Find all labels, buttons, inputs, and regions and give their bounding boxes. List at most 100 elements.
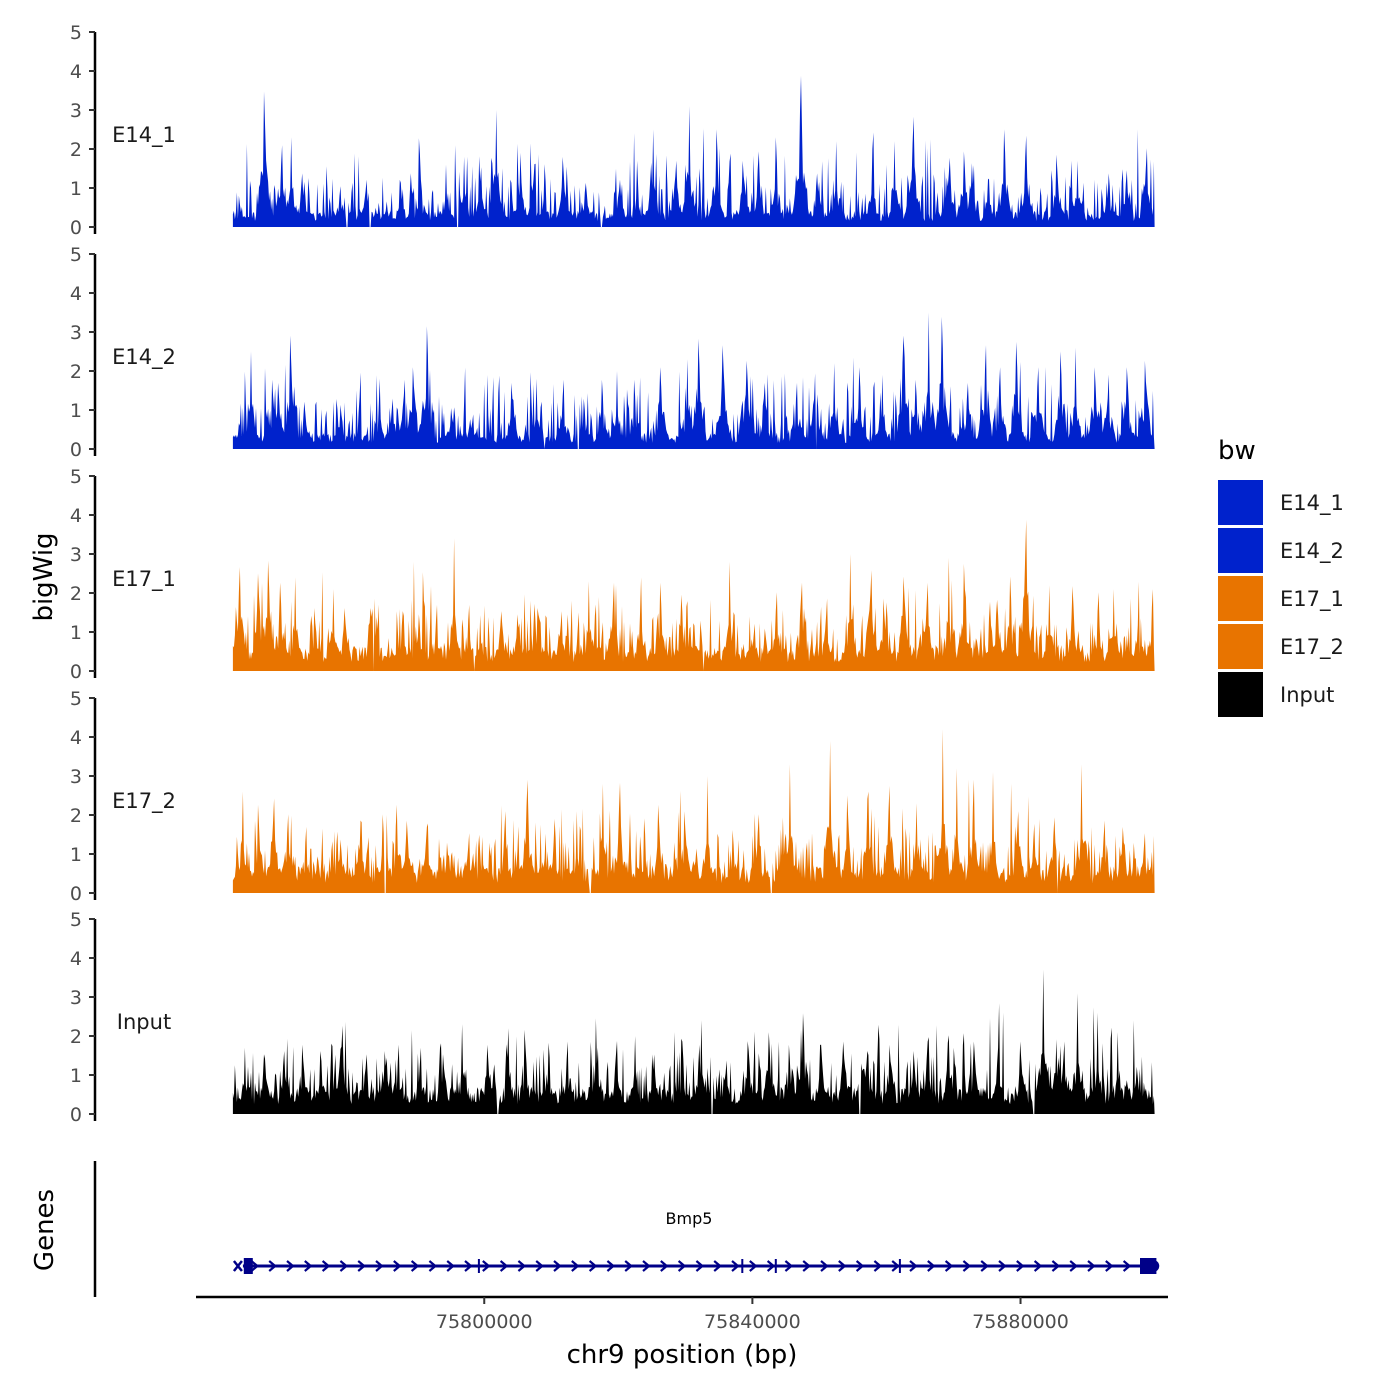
gene-panel: Genes Bmp5 (30, 1161, 1160, 1297)
gene-exon (741, 1259, 744, 1273)
x-tick-label: 75800000 (436, 1311, 533, 1333)
genes-axis-title: Genes (30, 1189, 60, 1271)
strand-chevron (553, 1260, 562, 1272)
y-tick-label: 0 (70, 661, 82, 683)
strand-chevron (838, 1260, 847, 1272)
x-tick-label: 75840000 (704, 1311, 801, 1333)
y-tick-label: 3 (70, 766, 82, 788)
legend-label: E17_2 (1280, 635, 1344, 660)
strand-chevron (731, 1260, 740, 1272)
y-tick-label: 1 (70, 1065, 82, 1087)
y-tick-label: 5 (70, 466, 82, 488)
strand-chevron (944, 1260, 954, 1272)
legend-label: Input (1280, 683, 1334, 707)
y-tick-label: 1 (70, 178, 82, 200)
legend: bw E14_1 E14_2 E17_1 E17_2 Input (1218, 436, 1344, 717)
strand-chevron (482, 1260, 491, 1272)
strand-chevron (784, 1260, 794, 1272)
strand-chevron (820, 1260, 829, 1272)
y-tick-label: 3 (70, 987, 82, 1009)
strand-chevron (357, 1260, 366, 1272)
y-tick-label: 4 (70, 283, 82, 305)
strand-chevron (891, 1260, 900, 1272)
y-tick-label: 0 (70, 439, 82, 461)
y-tick-label: 0 (70, 217, 82, 239)
gene-exon (898, 1259, 901, 1273)
strand-chevron (535, 1260, 544, 1272)
y-tick-label: 5 (70, 688, 82, 710)
gene-exon (243, 1258, 253, 1274)
gene-name-label: Bmp5 (666, 1209, 713, 1228)
strand-chevron (517, 1260, 527, 1272)
strand-chevron (606, 1260, 616, 1272)
legend-key (1218, 480, 1263, 525)
legend-key (1218, 528, 1263, 573)
track-input: 0 1 2 3 4 5 Input (70, 909, 1155, 1126)
track-label: Input (117, 1010, 171, 1034)
y-tick-label: 3 (70, 322, 82, 344)
strand-chevron (1122, 1260, 1132, 1272)
track-e17-2: 0 1 2 3 4 5 E17_2 (70, 688, 1155, 905)
legend-label: E14_1 (1280, 491, 1344, 516)
strand-chevron (588, 1260, 598, 1272)
track-label: E17_2 (112, 789, 176, 814)
strand-chevron (802, 1260, 811, 1272)
track-label: E14_1 (112, 123, 176, 148)
y-tick-label: 4 (70, 948, 82, 970)
strand-chevron (446, 1260, 455, 1272)
y-tick-label: 5 (70, 244, 82, 266)
track-label: E14_2 (112, 345, 176, 370)
strand-chevron (873, 1260, 883, 1272)
strand-chevron (766, 1260, 776, 1272)
gene-start-marker (232, 1260, 243, 1272)
strand-chevron (375, 1260, 384, 1272)
y-tick-label: 4 (70, 61, 82, 83)
track-e14-2: 0 1 2 3 4 5 E14_2 (70, 244, 1155, 461)
y-tick-label: 1 (70, 622, 82, 644)
legend-title: bw (1218, 436, 1256, 466)
gene-end-marker (1147, 1260, 1160, 1272)
strand-chevron (1051, 1260, 1061, 1272)
strand-chevron (499, 1260, 509, 1272)
y-tick-label: 5 (70, 22, 82, 44)
gene-exon (774, 1259, 777, 1273)
strand-chevron (962, 1260, 972, 1272)
strand-chevron (1016, 1260, 1025, 1272)
strand-chevron (410, 1260, 420, 1272)
track-e14-1: 0 1 2 3 4 5 E14_1 (70, 22, 1155, 239)
y-tick-label: 4 (70, 505, 82, 527)
strand-chevron (250, 1260, 260, 1272)
strand-chevron (428, 1260, 438, 1272)
strand-chevron (268, 1260, 277, 1272)
strand-chevron (855, 1260, 865, 1272)
strand-chevron (464, 1260, 473, 1272)
y-axis-title: bigWig (29, 532, 59, 621)
strand-chevron (286, 1260, 295, 1272)
y-tick-label: 3 (70, 100, 82, 122)
strand-chevron (571, 1260, 580, 1272)
gene-exon (1140, 1258, 1149, 1274)
strand-chevron (624, 1260, 633, 1272)
strand-chevron (339, 1260, 349, 1272)
strand-chevron (749, 1260, 758, 1272)
signal-area-e17-2 (232, 729, 1155, 893)
track-e17-1: 0 1 2 3 4 5 E17_1 (70, 466, 1155, 683)
legend-key (1218, 672, 1263, 717)
y-tick-label: 0 (70, 883, 82, 905)
strand-chevron (1069, 1260, 1078, 1272)
y-tick-label: 1 (70, 844, 82, 866)
strand-chevron (1087, 1260, 1096, 1272)
legend-key (1218, 576, 1263, 621)
strand-chevron (1033, 1260, 1043, 1272)
y-tick-label: 2 (70, 361, 82, 383)
y-tick-label: 4 (70, 727, 82, 749)
strand-chevron (1105, 1260, 1114, 1272)
track-label: E17_1 (112, 567, 176, 592)
signal-area-e17-1 (232, 519, 1155, 671)
strand-chevron (321, 1260, 331, 1272)
strand-chevron (660, 1260, 669, 1272)
x-axis-title: chr9 position (bp) (567, 1340, 798, 1370)
y-tick-label: 5 (70, 909, 82, 931)
signal-area-e14-2 (232, 312, 1155, 449)
